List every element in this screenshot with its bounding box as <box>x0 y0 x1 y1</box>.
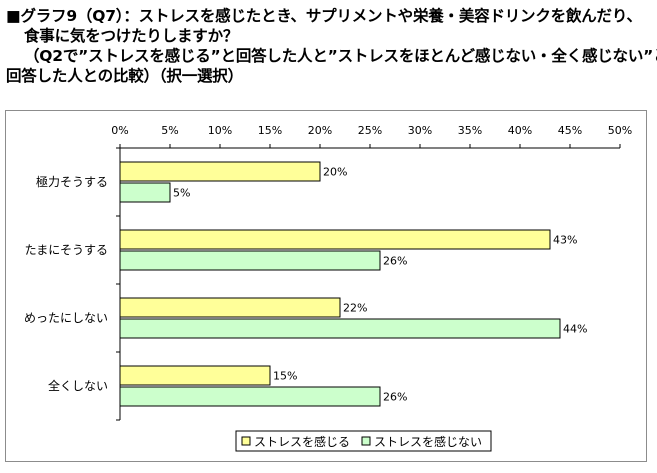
data-label: 15% <box>273 370 297 383</box>
data-label: 20% <box>323 166 347 179</box>
legend-swatch-2 <box>361 436 371 446</box>
bar-series-2 <box>119 182 171 203</box>
x-tick-label: 35% <box>458 124 482 137</box>
bar-series-2 <box>119 386 381 407</box>
x-tick-label: 40% <box>508 124 532 137</box>
x-tick-label: 5% <box>161 124 178 137</box>
bar-series-2 <box>119 318 561 339</box>
bar-series-1 <box>119 161 321 182</box>
category-label: めったにしない <box>24 311 108 325</box>
data-label: 26% <box>383 391 407 404</box>
category-label: 極力そうする <box>36 174 108 189</box>
title-line-1: ■グラフ9（Q7）：ストレスを感じたとき、サプリメントや栄養・美容ドリンクを飲ん… <box>6 7 642 25</box>
x-tick-label: 45% <box>558 124 582 137</box>
data-label: 43% <box>553 234 577 247</box>
title-line-3: （Q2で”ストレスを感じる”と回答した人と”ストレスをほとんど感じない・全く感じ… <box>24 47 657 65</box>
chart-title: ■グラフ9（Q7）：ストレスを感じたとき、サプリメントや栄養・美容ドリンクを飲ん… <box>6 6 657 86</box>
bar-series-2 <box>119 250 381 271</box>
x-tick-label: 0% <box>111 124 128 137</box>
data-label: 44% <box>563 323 587 336</box>
bar-series-1 <box>119 365 271 386</box>
x-tick-label: 30% <box>408 124 432 137</box>
category-label: たまにそうする <box>25 243 108 257</box>
category-label: 全くしない <box>48 378 108 393</box>
title-line-2: 食事に気をつけたりしますか？ <box>24 27 239 45</box>
data-label: 5% <box>173 187 190 200</box>
legend-label-2: ストレスを感じない <box>374 434 482 449</box>
x-tick-label: 10% <box>208 124 232 137</box>
x-tick-label: 20% <box>308 124 332 137</box>
legend-label-1: ストレスを感じる <box>254 434 350 449</box>
title-line-4: 回答した人との比較）（択一選択） <box>6 67 243 85</box>
x-tick-label: 15% <box>258 124 282 137</box>
x-tick-label: 50% <box>608 124 632 137</box>
legend-swatch-1 <box>241 436 251 446</box>
bar-series-1 <box>119 297 341 318</box>
data-label: 22% <box>343 302 367 315</box>
data-label: 26% <box>383 255 407 268</box>
x-tick-label: 25% <box>358 124 382 137</box>
bar-series-1 <box>119 229 551 250</box>
